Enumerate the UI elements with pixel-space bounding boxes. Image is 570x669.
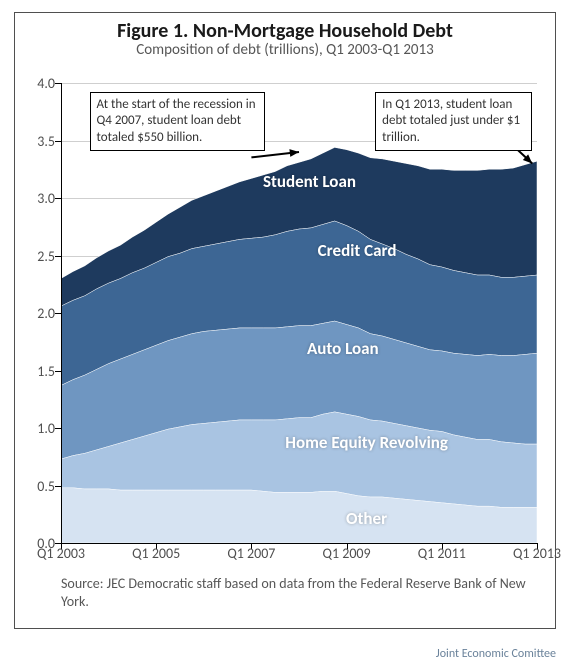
y-tick-label: 2.5 — [21, 248, 55, 265]
chart-subtitle: Composition of debt (trillions), Q1 2003… — [15, 41, 555, 59]
callout-box: In Q1 2013, student loan debt totaled ju… — [375, 92, 532, 151]
callout-box: At the start of the recession in Q4 2007… — [90, 92, 266, 151]
y-tick-label: 3.5 — [21, 133, 55, 150]
chart-panel: Figure 1. Non-Mortgage Household Debt Co… — [14, 12, 556, 629]
y-tick-label: 0.5 — [21, 478, 55, 495]
series-label: Auto Loan — [243, 338, 443, 359]
y-tick-label: 3.0 — [21, 190, 55, 207]
image-credit: Joint Economic Comittee — [436, 647, 556, 661]
x-tick-label: Q1 2009 — [317, 545, 377, 562]
x-tick-label: Q1 2007 — [221, 545, 281, 562]
series-label: Home Equity Revolving — [267, 432, 467, 453]
y-tick-label: 2.0 — [21, 305, 55, 322]
x-tick-label: Q1 2005 — [126, 545, 186, 562]
stacked-area-chart: 0.00.51.01.52.02.53.03.54.0Q1 2003Q1 200… — [61, 83, 537, 543]
x-tick-label: Q1 2003 — [31, 545, 91, 562]
y-tick-label: 1.5 — [21, 363, 55, 380]
series-label: Other — [267, 508, 467, 529]
chart-title: Figure 1. Non-Mortgage Household Debt — [15, 13, 555, 43]
series-label: Student Loan — [209, 171, 409, 192]
x-tick-label: Q1 2011 — [412, 545, 472, 562]
chart-source: Source: JEC Democratic staff based on da… — [15, 569, 555, 610]
x-tick-label: Q1 2013 — [507, 545, 567, 562]
callout-arrow — [518, 150, 532, 163]
series-label: Credit Card — [257, 240, 457, 261]
y-tick-label: 4.0 — [21, 75, 55, 92]
y-tick-label: 1.0 — [21, 420, 55, 437]
figure: Figure 1. Non-Mortgage Household Debt Co… — [0, 0, 570, 669]
